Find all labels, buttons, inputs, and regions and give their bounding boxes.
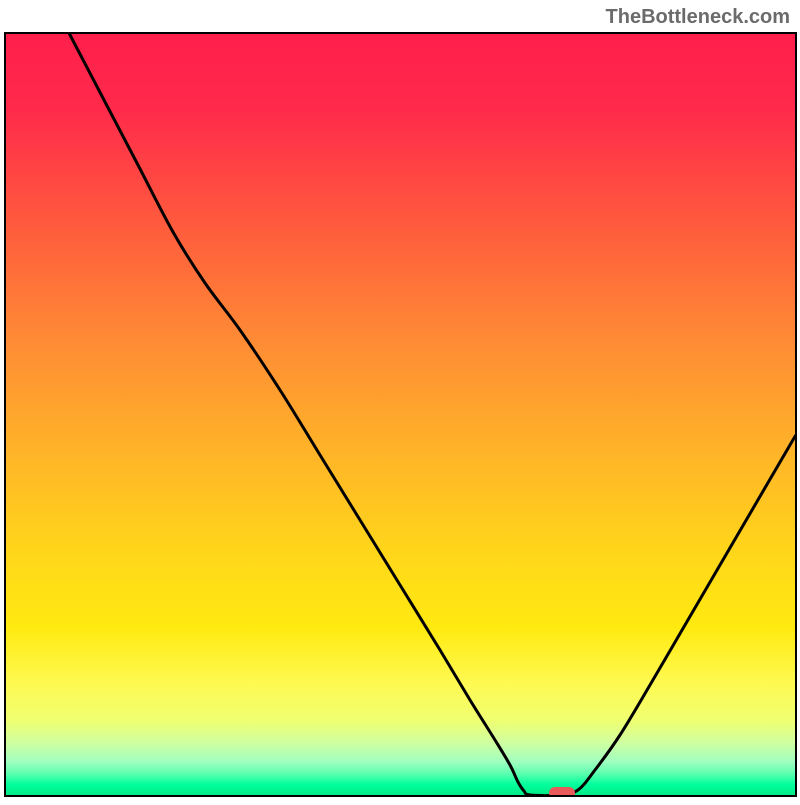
optimal-marker bbox=[549, 787, 575, 799]
gradient-background bbox=[5, 33, 796, 796]
watermark-label: TheBottleneck.com bbox=[606, 6, 790, 29]
chart-container bbox=[0, 0, 800, 800]
bottleneck-chart bbox=[0, 0, 800, 800]
